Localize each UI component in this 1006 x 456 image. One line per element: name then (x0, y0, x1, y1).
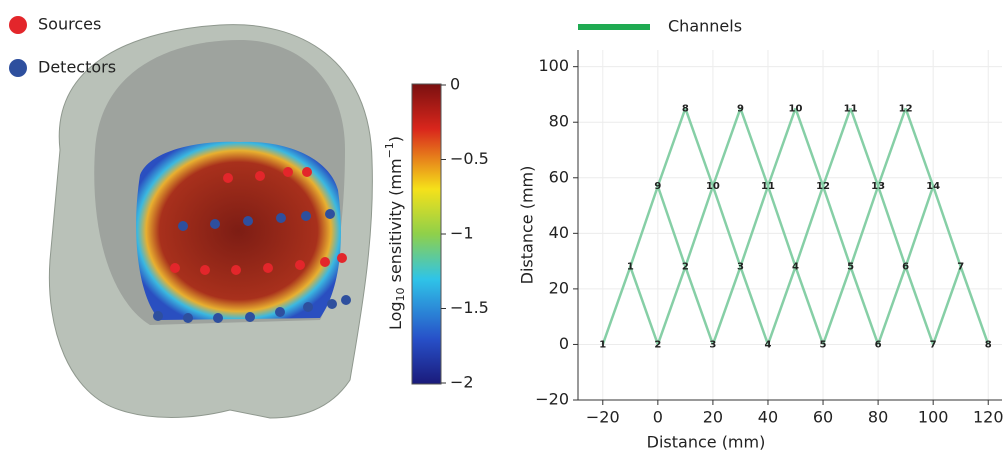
channel (656, 107, 687, 187)
channel (711, 107, 742, 187)
channel (821, 107, 852, 187)
x-tick-label: 120 (973, 408, 1004, 427)
point-label: 6 (902, 262, 909, 273)
x-tick-label: 100 (918, 408, 949, 427)
channel (684, 185, 715, 268)
channel (739, 185, 770, 268)
channel (904, 185, 935, 268)
channel (684, 107, 715, 187)
channel (684, 266, 715, 345)
point-label: 9 (654, 181, 661, 192)
y-tick-label: 20 (549, 278, 569, 297)
channel (739, 107, 770, 187)
channel (739, 266, 770, 345)
point-label: 11 (844, 103, 858, 114)
channel (601, 266, 632, 345)
y-tick-label: −20 (535, 390, 569, 409)
legend-label: Channels (668, 17, 742, 36)
x-tick-label: 20 (703, 408, 723, 427)
point-label: 8 (682, 103, 689, 114)
point-label: 7 (957, 262, 964, 273)
colorbar-tick-label: −1 (450, 224, 474, 243)
legend-marker (9, 59, 27, 77)
channel (629, 185, 660, 268)
y-axis-label: Distance (mm) (518, 166, 537, 285)
point-label: 1 (627, 262, 634, 273)
point-label: 9 (737, 103, 744, 114)
point-label: 1 (599, 339, 606, 350)
y-tick-label: 100 (538, 56, 569, 75)
channel (711, 266, 742, 345)
legend-label: Sources (38, 15, 101, 34)
x-axis-label: Distance (mm) (647, 433, 766, 452)
x-tick-label: 80 (868, 408, 888, 427)
channel (931, 185, 962, 268)
channel (794, 107, 825, 187)
point-label: 10 (706, 181, 720, 192)
point-label: 4 (764, 339, 771, 350)
point-label: 7 (930, 339, 937, 350)
channel (711, 185, 742, 268)
colorbar-tick-label: −2 (450, 373, 474, 392)
point-label: 12 (899, 103, 913, 114)
channel (821, 185, 852, 268)
x-tick-label: 40 (758, 408, 778, 427)
channel (931, 266, 962, 345)
head-image (48, 24, 373, 419)
point-label: 6 (875, 339, 882, 350)
legend-label: Detectors (38, 58, 116, 77)
point-label: 13 (871, 181, 885, 192)
channel (849, 185, 880, 268)
x-tick-label: 0 (653, 408, 663, 427)
colorbar-tick-label: 0 (450, 75, 460, 94)
x-tick-label: −20 (586, 408, 620, 427)
channel (959, 266, 990, 345)
channel (876, 185, 907, 268)
point-label: 5 (820, 339, 827, 350)
point-label: 3 (709, 339, 716, 350)
point-label: 4 (792, 262, 799, 273)
channel (766, 266, 797, 345)
colorbar (411, 83, 442, 385)
channel (794, 185, 825, 268)
point-label: 12 (816, 181, 830, 192)
channel (876, 107, 907, 187)
point-label: 14 (926, 181, 940, 192)
channel (821, 266, 852, 345)
colorbar-label: Log10 sensitivity (mm−1) (383, 136, 407, 330)
channel (904, 266, 935, 345)
channel (876, 266, 907, 345)
legend-marker (9, 16, 27, 34)
point-label: 8 (985, 339, 992, 350)
point-label: 2 (682, 262, 689, 273)
x-tick-label: 60 (813, 408, 833, 427)
channel (849, 107, 880, 187)
y-tick-label: 80 (549, 112, 569, 131)
channel (656, 266, 687, 345)
y-tick-label: 40 (549, 223, 569, 242)
point-label: 2 (654, 339, 661, 350)
channel (849, 266, 880, 345)
channel (629, 266, 660, 345)
point-label: 5 (847, 262, 854, 273)
point-label: 10 (789, 103, 803, 114)
colorbar-tick-label: −1.5 (450, 298, 489, 317)
channel (766, 107, 797, 187)
channel (794, 266, 825, 345)
point-label: 11 (761, 181, 775, 192)
y-tick-label: 60 (549, 167, 569, 186)
colorbar-tick-label: −0.5 (450, 149, 489, 168)
channel (656, 185, 687, 268)
y-tick-label: 0 (559, 334, 569, 353)
channel (766, 185, 797, 268)
point-label: 3 (737, 262, 744, 273)
channel (904, 107, 935, 187)
